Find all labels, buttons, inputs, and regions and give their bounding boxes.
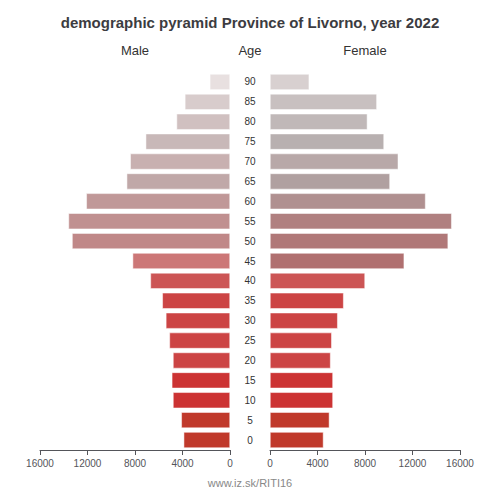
svg-text:Male: Male — [121, 43, 149, 58]
svg-text:Female: Female — [343, 43, 386, 58]
svg-text:12000: 12000 — [399, 458, 427, 469]
svg-text:15: 15 — [244, 375, 256, 386]
svg-text:50: 50 — [244, 236, 256, 247]
svg-text:35: 35 — [244, 295, 256, 306]
svg-text:4000: 4000 — [171, 458, 194, 469]
svg-text:demographic pyramid Province o: demographic pyramid Province of Livorno,… — [61, 14, 439, 31]
svg-text:30: 30 — [244, 315, 256, 326]
svg-text:90: 90 — [244, 76, 256, 87]
svg-text:80: 80 — [244, 116, 256, 127]
svg-text:0: 0 — [227, 458, 233, 469]
svg-text:45: 45 — [244, 256, 256, 267]
svg-text:5: 5 — [247, 415, 253, 426]
svg-text:85: 85 — [244, 96, 256, 107]
svg-text:Age: Age — [238, 43, 261, 58]
svg-text:8000: 8000 — [124, 458, 147, 469]
svg-text:55: 55 — [244, 216, 256, 227]
svg-text:0: 0 — [247, 435, 253, 446]
svg-text:25: 25 — [244, 335, 256, 346]
svg-text:0: 0 — [267, 458, 273, 469]
svg-text:10: 10 — [244, 395, 256, 406]
svg-text:75: 75 — [244, 136, 256, 147]
svg-text:70: 70 — [244, 156, 256, 167]
svg-text:16000: 16000 — [26, 458, 54, 469]
svg-text:12000: 12000 — [74, 458, 102, 469]
svg-text:60: 60 — [244, 196, 256, 207]
svg-text:16000: 16000 — [446, 458, 474, 469]
svg-text:www.iz.sk/RITI16: www.iz.sk/RITI16 — [207, 477, 292, 489]
svg-text:4000: 4000 — [306, 458, 329, 469]
svg-text:65: 65 — [244, 176, 256, 187]
svg-text:20: 20 — [244, 355, 256, 366]
svg-text:8000: 8000 — [354, 458, 377, 469]
svg-text:40: 40 — [244, 275, 256, 286]
